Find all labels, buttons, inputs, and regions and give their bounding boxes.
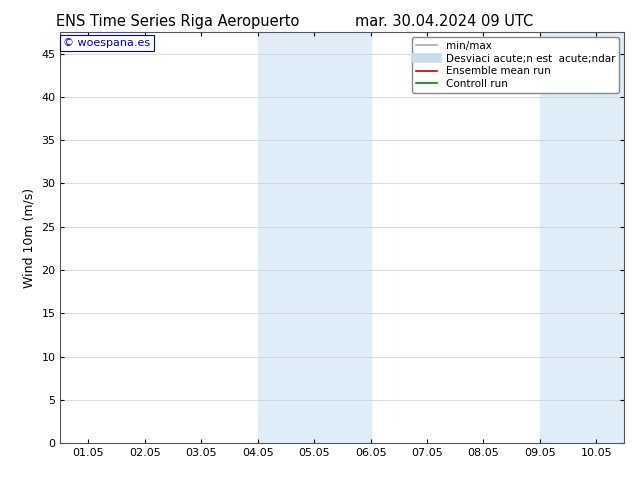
Bar [257,32,370,443]
Text: © woespana.es: © woespana.es [63,38,150,48]
Text: ENS Time Series Riga Aeropuerto: ENS Time Series Riga Aeropuerto [56,14,299,29]
Legend: min/max, Desviaci acute;n est  acute;ndar, Ensemble mean run, Controll run: min/max, Desviaci acute;n est acute;ndar… [412,37,619,93]
Text: mar. 30.04.2024 09 UTC: mar. 30.04.2024 09 UTC [354,14,533,29]
Bar [540,32,634,443]
Y-axis label: Wind 10m (m/s): Wind 10m (m/s) [23,188,36,288]
